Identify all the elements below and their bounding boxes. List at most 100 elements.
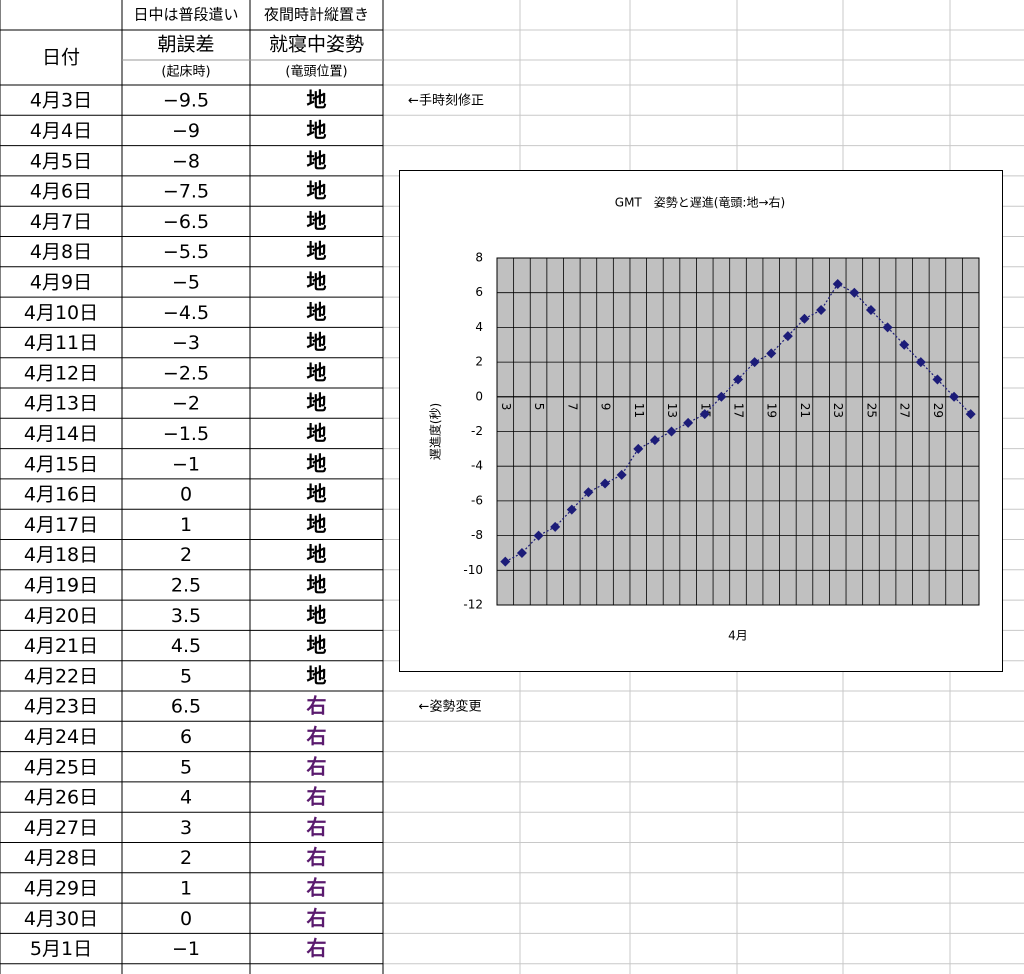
data-point [649,435,660,446]
error-cell: 4 [180,787,192,809]
data-point [516,547,527,558]
data-point [865,305,876,316]
date-cell: 4月13日 [24,393,98,415]
x-tick-label: 5 [532,403,546,411]
y-tick-label: -12 [463,598,483,612]
data-point [749,357,760,368]
y-tick-label: -4 [471,459,483,473]
position-cell: 地 [307,88,327,112]
position-cell: 地 [307,572,327,596]
data-point [616,469,627,480]
data-point [932,374,943,385]
error-cell: 5 [180,756,192,778]
error-cell: −9.5 [163,90,209,112]
x-tick-label: 21 [798,403,812,418]
data-point [600,478,611,489]
header-cell: 日中は普段遣い [133,6,238,24]
data-point [683,417,694,428]
position-cell: 地 [307,633,327,657]
date-cell: 4月10日 [24,302,98,324]
error-cell: 0 [180,908,192,930]
error-cell: −3 [172,332,200,354]
y-tick-label: 4 [475,320,483,334]
position-cell: 地 [307,603,327,627]
error-cell: 3 [180,817,192,839]
error-cell: 2 [180,544,192,566]
date-cell: 4月7日 [30,211,92,233]
x-tick-label: 23 [831,403,845,418]
x-tick-label: 27 [898,403,912,418]
date-cell: 4月15日 [24,453,98,475]
date-cell: 4月20日 [24,605,98,627]
y-tick-label: 0 [475,389,483,403]
chart: GMT 姿勢と遅進(竜頭:地→右) -12 -10 -8 -6 -4 -2 0 2 4 6 8 3 5 7 9… [399,170,1003,672]
date-cell: 4月5日 [30,150,92,172]
header-cell: 朝誤差 [157,34,214,56]
y-tick-label: -8 [471,528,483,542]
data-point [550,521,561,532]
y-tick-label: -6 [471,493,483,507]
x-tick-label: 17 [732,403,746,418]
date-cell: 4月28日 [24,847,98,869]
position-cell: 地 [307,148,327,172]
error-cell: −2 [172,393,200,415]
data-point [566,504,577,515]
error-cell: −1 [172,453,200,475]
date-cell: 4月30日 [24,908,98,930]
date-cell: 4月18日 [24,544,98,566]
position-cell: 地 [307,663,327,687]
date-cell: 4月19日 [24,574,98,596]
date-cell: 4月6日 [30,181,92,203]
x-tick-label: 11 [632,403,646,418]
position-cell: 地 [307,451,327,475]
error-cell: −2.5 [163,362,209,384]
position-cell: 右 [307,906,327,930]
header-cell: 夜間時計縦置き [264,6,369,24]
y-tick-label: 6 [475,285,483,299]
x-tick-label: 13 [665,403,679,418]
annotation: ←手時刻修正 [408,94,484,109]
x-tick-label: 3 [499,403,513,411]
error-cell: 1 [180,514,192,536]
position-cell: 地 [307,421,327,445]
header-cell: (起床時) [161,65,210,80]
error-cell: 6.5 [171,696,201,718]
data-point [849,287,860,298]
error-cell: 4.5 [171,635,201,657]
date-cell: 4月14日 [24,423,98,445]
x-tick-label: 29 [931,403,945,418]
error-cell: −8 [172,150,200,172]
error-cell: 6 [180,726,192,748]
data-point [766,348,777,359]
position-cell: 右 [307,785,327,809]
date-cell: 4月4日 [30,120,92,142]
date-cell: 4月25日 [24,756,98,778]
y-tick-label: 2 [475,355,483,369]
error-cell: 2 [180,847,192,869]
x-tick-label: 9 [599,403,613,411]
position-cell: 右 [307,936,327,960]
position-cell: 右 [307,845,327,869]
y-axis-label: 遅進度(秒) [428,403,443,460]
date-header: 日付 [42,47,80,69]
position-cell: 地 [307,179,327,203]
header-cell: (竜頭位置) [285,65,347,80]
x-tick-label: 25 [864,403,878,418]
data-point [816,305,827,316]
position-cell: 右 [307,875,327,899]
annotation: ←姿勢変更 [419,699,482,715]
data-point [949,391,960,402]
y-tick-label: 8 [475,251,483,265]
error-cell: −5.5 [163,241,209,263]
position-cell: 地 [307,118,327,142]
error-cell: 5 [180,665,192,687]
position-cell: 地 [307,512,327,536]
data-point [965,409,976,420]
position-cell: 地 [307,330,327,354]
date-cell: 4月27日 [24,817,98,839]
position-cell: 地 [307,239,327,263]
error-cell: 2.5 [171,574,201,596]
x-tick-label: 7 [565,403,579,411]
data-point [716,391,727,402]
position-cell: 右 [307,694,327,718]
